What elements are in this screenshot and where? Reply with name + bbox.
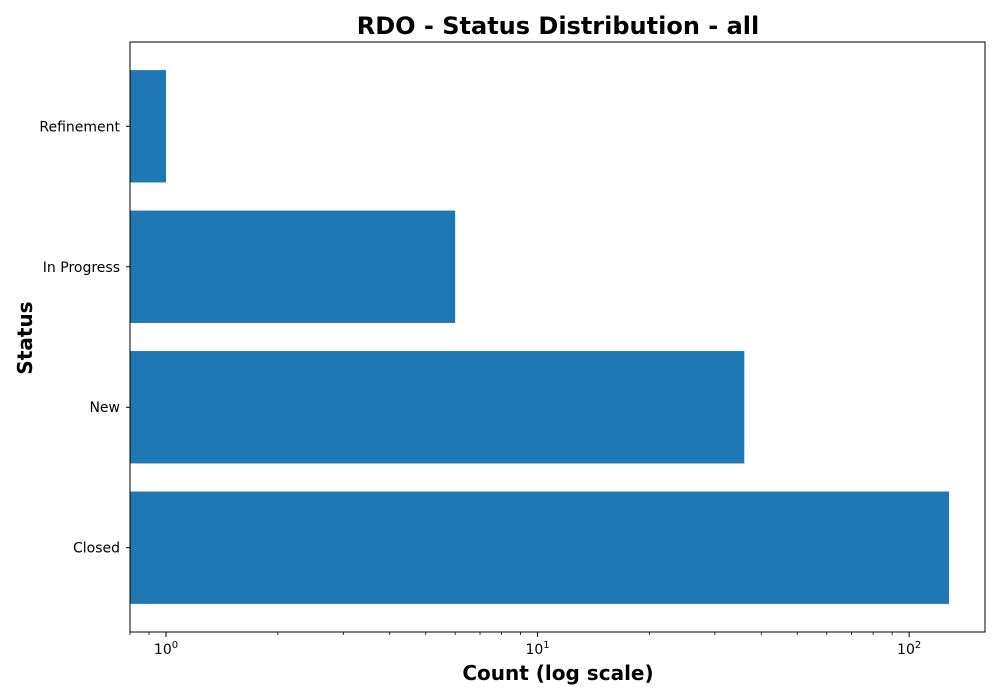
y-tick-label: Closed bbox=[73, 541, 120, 557]
y-tick-label: In Progress bbox=[43, 260, 120, 276]
x-tick-label: 102 bbox=[897, 640, 921, 658]
x-axis-ticks: 100 101 102 bbox=[129, 632, 921, 658]
bar-in-progress bbox=[130, 210, 456, 323]
bar-refinement bbox=[130, 70, 167, 183]
x-tick-label: 101 bbox=[525, 640, 549, 658]
y-axis-label: Status bbox=[13, 301, 37, 374]
y-tick-label: New bbox=[89, 400, 120, 416]
x-axis-label: Count (log scale) bbox=[462, 661, 653, 685]
bars-group bbox=[130, 70, 949, 604]
y-tick-label: Refinement bbox=[39, 119, 120, 135]
bar-closed bbox=[130, 491, 949, 604]
bar-new bbox=[130, 351, 745, 464]
x-tick-label: 100 bbox=[154, 640, 178, 658]
chart-title: RDO - Status Distribution - all bbox=[357, 12, 759, 40]
y-axis-ticks: Closed New In Progress Refinement bbox=[39, 119, 130, 557]
plot-frame bbox=[129, 41, 986, 633]
